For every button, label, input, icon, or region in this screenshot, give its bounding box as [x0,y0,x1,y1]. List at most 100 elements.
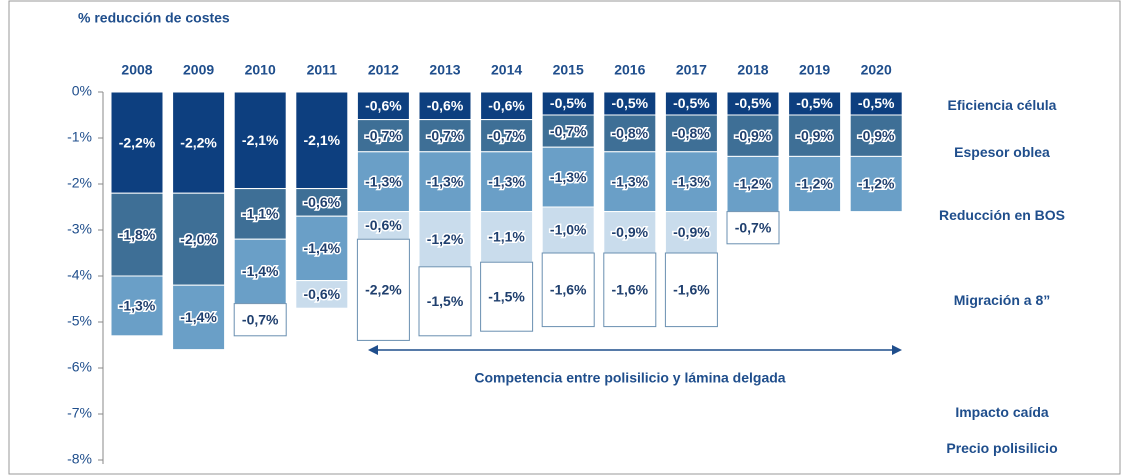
x-tick-label: 2018 [737,62,768,78]
bar-segment [480,261,534,332]
bar-segment [295,215,349,282]
bar-segment [356,211,410,240]
bar-segment [480,151,534,213]
bar-segment [664,252,718,328]
value-label: -1,3% [488,173,525,189]
bar-segment [726,114,780,157]
bar-segment [295,188,349,217]
bar-segment [110,192,164,277]
x-tick-label: 2011 [307,62,338,78]
y-tick-label: -5% [67,313,92,329]
bar-segment [110,275,164,337]
value-label: -1,4% [304,240,341,256]
value-label: -1,2% [796,176,833,192]
chart-title: % reducción de costes [78,10,230,26]
value-label: -2,0% [180,231,217,247]
bar-segment [726,155,780,213]
value-label: -0,6% [304,194,341,210]
value-label: -1,2% [858,176,895,192]
bar-segment [418,266,472,337]
value-label: -0,5% [550,95,587,111]
value-label: -0,9% [673,224,710,240]
value-label: -1,3% [673,173,710,189]
legend-label: Migración a 8” [953,292,1051,308]
y-tick-label: -4% [67,267,92,283]
value-label: -1,0% [550,222,587,238]
bar-segment [788,155,842,213]
value-label: -1,3% [119,298,156,314]
value-label: -2,2% [119,134,156,150]
value-label: -0,7% [735,219,772,235]
value-label: -0,7% [242,311,279,327]
value-label: -0,6% [488,98,525,114]
bar-segment [418,211,472,268]
y-tick-label: -1% [67,129,92,145]
legend-label: Impacto caída Precio polisilicio [946,404,1058,456]
value-label: -1,1% [242,206,279,222]
legend-label: Espesor oblea [954,144,1050,160]
bar-segment [603,151,657,213]
value-label: -1,3% [365,173,402,189]
bar-segment [726,211,780,245]
value-label: -1,2% [427,231,464,247]
value-label: -2,1% [242,132,279,148]
x-tick-label: 2015 [553,62,584,78]
value-label: -1,6% [673,282,710,298]
bar-segment [603,114,657,153]
value-label: -1,8% [119,226,156,242]
value-label: -1,6% [550,282,587,298]
value-label: -0,5% [858,95,895,111]
x-tick-label: 2012 [368,62,399,78]
value-label: -0,8% [673,125,710,141]
value-label: -2,2% [180,134,217,150]
value-label: -1,4% [242,263,279,279]
value-label: -1,4% [180,309,217,325]
bar-segment [356,119,410,153]
value-label: -0,6% [365,98,402,114]
bar-segment [480,211,534,263]
x-tick-label: 2008 [121,62,152,78]
bar-segment [849,155,903,213]
y-tick-label: -7% [67,405,92,421]
x-tick-label: 2019 [799,62,830,78]
value-label: -0,5% [612,95,649,111]
bar-segment [110,91,164,194]
bar-segment [664,151,718,213]
bar-segment [233,91,287,190]
value-label: -1,3% [427,173,464,189]
value-label: -1,3% [612,173,649,189]
x-tick-label: 2020 [861,62,892,78]
value-label: -1,2% [735,176,772,192]
bar-segment [541,114,595,148]
bar-segment [295,280,349,309]
y-tick-label: -6% [67,359,92,375]
bar-segment [603,211,657,254]
value-label: -0,7% [427,127,464,143]
value-label: -2,2% [365,282,402,298]
x-tick-label: 2010 [245,62,276,78]
x-tick-label: 2009 [183,62,214,78]
bar-segment [541,146,595,208]
bar-segment [233,238,287,305]
value-label: -0,9% [858,127,895,143]
bar-segment [172,192,226,286]
value-label: -1,6% [612,282,649,298]
arrow-head [368,345,378,355]
y-tick-label: -2% [67,175,92,191]
value-label: -1,5% [427,293,464,309]
value-label: -0,9% [735,127,772,143]
arrow-head [892,345,902,355]
y-tick-label: 0% [72,83,92,99]
value-label: -0,7% [550,123,587,139]
bar-segment [480,91,534,121]
value-label: -0,5% [796,95,833,111]
annotation: Competencia entre polisilicio y lámina d… [474,370,785,386]
legend-label: Reducción en BOS [938,207,1066,223]
value-label: -0,5% [735,95,772,111]
frame [8,0,1121,475]
value-label: -1,3% [550,169,587,185]
value-label: -0,5% [673,95,710,111]
bar-segment [356,238,410,341]
